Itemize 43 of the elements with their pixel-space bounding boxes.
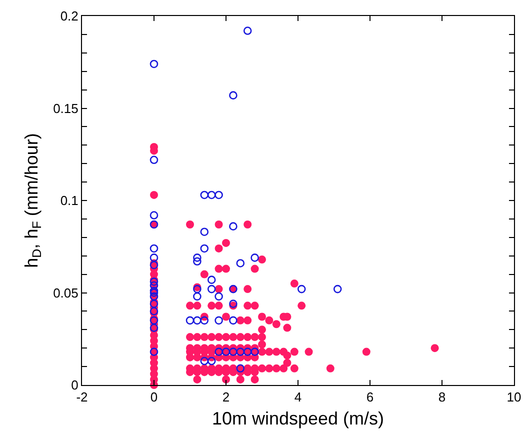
x-axis-title: 10m windspeed (m/s) (212, 408, 384, 429)
point (193, 316, 202, 325)
y-tick-label: 0 (71, 378, 78, 393)
point (243, 26, 252, 35)
x-tick-label: 0 (150, 390, 158, 405)
point (207, 356, 216, 366)
point (250, 254, 259, 262)
point (150, 60, 158, 68)
point (229, 316, 238, 325)
point (200, 244, 209, 253)
y-tick-label: 0.1 (60, 193, 78, 208)
point (333, 284, 342, 294)
y-tick-label: 0.2 (60, 8, 78, 24)
point (229, 222, 238, 230)
x-tick-label: 2 (222, 390, 230, 405)
point (200, 356, 209, 366)
point (150, 244, 158, 253)
point (150, 254, 158, 262)
point (200, 190, 209, 200)
y-tick-label: 0.05 (53, 285, 78, 300)
point (297, 284, 306, 294)
y-tick-label: 0.15 (53, 100, 78, 116)
x-tick-label: -2 (76, 390, 88, 405)
point (150, 211, 158, 220)
point (207, 276, 216, 284)
point (150, 156, 158, 164)
point (193, 257, 202, 266)
point (193, 292, 202, 301)
x-tick-label: 8 (438, 390, 446, 405)
point (214, 292, 223, 301)
point (200, 316, 209, 325)
x-tick-label: 10 (506, 390, 522, 405)
point (207, 284, 216, 294)
point (186, 316, 194, 325)
point (236, 259, 245, 268)
point (214, 316, 223, 325)
x-tick-label: 4 (294, 390, 302, 405)
point (193, 254, 202, 262)
point (229, 91, 238, 100)
point (207, 190, 216, 200)
point (200, 228, 209, 236)
x-tick-label: 6 (366, 390, 374, 405)
point (214, 190, 223, 200)
